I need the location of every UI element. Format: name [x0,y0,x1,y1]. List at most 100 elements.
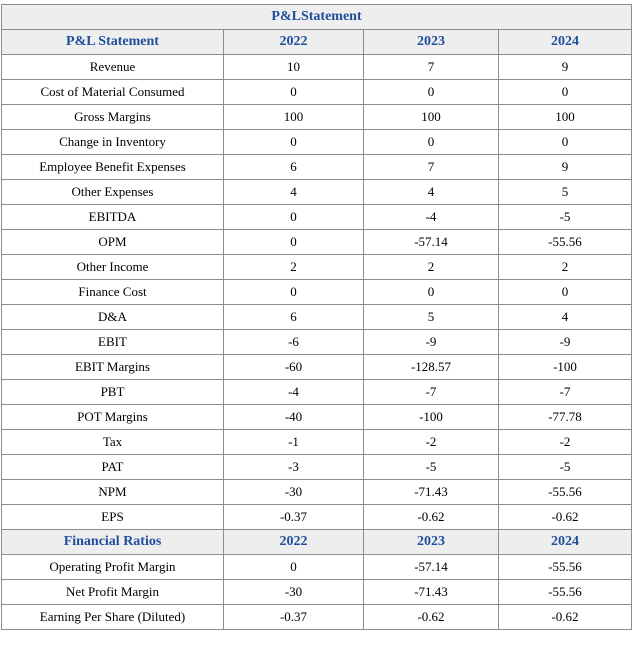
row-label: Net Profit Margin [1,579,224,605]
value-cell: -6 [223,329,364,355]
value-cell: -40 [223,404,364,430]
year-header: 2024 [497,29,633,55]
value-cell: -0.37 [223,504,364,530]
value-cell: 0 [223,79,364,105]
table-row: Tax -1 -2 -2 [1,429,633,455]
value-cell: -71.43 [363,579,499,605]
value-cell: -4 [223,379,364,405]
value-cell: 100 [363,104,499,130]
value-cell: -7 [497,379,633,405]
table-row: Other Income 2 2 2 [1,254,633,280]
value-cell: 5 [497,179,633,205]
value-cell: -3 [223,454,364,480]
table-row: Change in Inventory 0 0 0 [1,129,633,155]
value-cell: -2 [363,429,499,455]
value-cell: 4 [223,179,364,205]
value-cell: -0.62 [363,604,499,630]
value-cell: -55.56 [497,229,633,255]
table-row: EBIT -6 -9 -9 [1,329,633,355]
table-row: D&A 6 5 4 [1,304,633,330]
section-header-label: P&L Statement [1,29,224,55]
value-cell: 0 [497,129,633,155]
value-cell: -0.62 [497,504,633,530]
value-cell: 100 [497,104,633,130]
value-cell: -100 [497,354,633,380]
value-cell: -57.14 [363,554,499,580]
value-cell: -2 [497,429,633,455]
table-row: PAT -3 -5 -5 [1,454,633,480]
value-cell: -55.56 [497,579,633,605]
section-header-label: Financial Ratios [1,529,224,555]
pl-header-row: P&L Statement 2022 2023 2024 [1,29,633,55]
value-cell: -77.78 [497,404,633,430]
table-row: Net Profit Margin -30 -71.43 -55.56 [1,579,633,605]
value-cell: 0 [363,279,499,305]
row-label: Other Income [1,254,224,280]
value-cell: 2 [497,254,633,280]
value-cell: -30 [223,579,364,605]
value-cell: 5 [363,304,499,330]
value-cell: -9 [363,329,499,355]
row-label: EPS [1,504,224,530]
value-cell: 9 [497,154,633,180]
table-row: Gross Margins 100 100 100 [1,104,633,130]
row-label: Cost of Material Consumed [1,79,224,105]
value-cell: 0 [223,129,364,155]
value-cell: -71.43 [363,479,499,505]
pl-body: P&L Statement 2022 2023 2024 Revenue 10 7 9 Cost… [1,29,633,630]
table-row: Finance Cost 0 0 0 [1,279,633,305]
row-label: Tax [1,429,224,455]
table-row: OPM 0 -57.14 -55.56 [1,229,633,255]
table-row: EBIT Margins -60 -128.57 -100 [1,354,633,380]
value-cell: 100 [223,104,364,130]
value-cell: 9 [497,54,633,80]
value-cell: 0 [223,229,364,255]
row-label: OPM [1,229,224,255]
value-cell: -7 [363,379,499,405]
value-cell: -0.62 [363,504,499,530]
row-label: Gross Margins [1,104,224,130]
table-row: Earning Per Share (Diluted) -0.37 -0.62 -0.… [1,604,633,630]
row-label: EBIT Margins [1,354,224,380]
table-row: Operating Profit Margin 0 -57.14 -55.56 [1,554,633,580]
value-cell: -9 [497,329,633,355]
value-cell: 0 [223,554,364,580]
year-header: 2022 [223,529,364,555]
table-row: Other Expenses 4 4 5 [1,179,633,205]
year-header: 2023 [363,29,499,55]
value-cell: 4 [497,304,633,330]
value-cell: 0 [223,204,364,230]
row-label: Employee Benefit Expenses [1,154,224,180]
ratios-header-row: Financial Ratios 2022 2023 2024 [1,529,633,555]
row-label: Earning Per Share (Diluted) [1,604,224,630]
value-cell: 10 [223,54,364,80]
row-label: EBITDA [1,204,224,230]
value-cell: 6 [223,154,364,180]
value-cell: -5 [497,454,633,480]
table-row: PBT -4 -7 -7 [1,379,633,405]
value-cell: 0 [497,279,633,305]
row-label: NPM [1,479,224,505]
value-cell: -55.56 [497,554,633,580]
table-row: Employee Benefit Expenses 6 7 9 [1,154,633,180]
row-label: Change in Inventory [1,129,224,155]
table-row: EPS -0.37 -0.62 -0.62 [1,504,633,530]
value-cell: 0 [363,129,499,155]
value-cell: 0 [497,79,633,105]
row-label: PBT [1,379,224,405]
value-cell: 6 [223,304,364,330]
value-cell: -57.14 [363,229,499,255]
row-label: POT Margins [1,404,224,430]
table-row: Cost of Material Consumed 0 0 0 [1,79,633,105]
row-label: PAT [1,454,224,480]
value-cell: -1 [223,429,364,455]
value-cell: -0.62 [497,604,633,630]
value-cell: 7 [363,154,499,180]
row-label: D&A [1,304,224,330]
pl-statement-table: P&LStatement P&L Statement 2022 2023 2024 Re… [0,4,633,630]
year-header: 2024 [497,529,633,555]
year-header: 2023 [363,529,499,555]
row-label: EBIT [1,329,224,355]
value-cell: -5 [363,454,499,480]
table-row: POT Margins -40 -100 -77.78 [1,404,633,430]
